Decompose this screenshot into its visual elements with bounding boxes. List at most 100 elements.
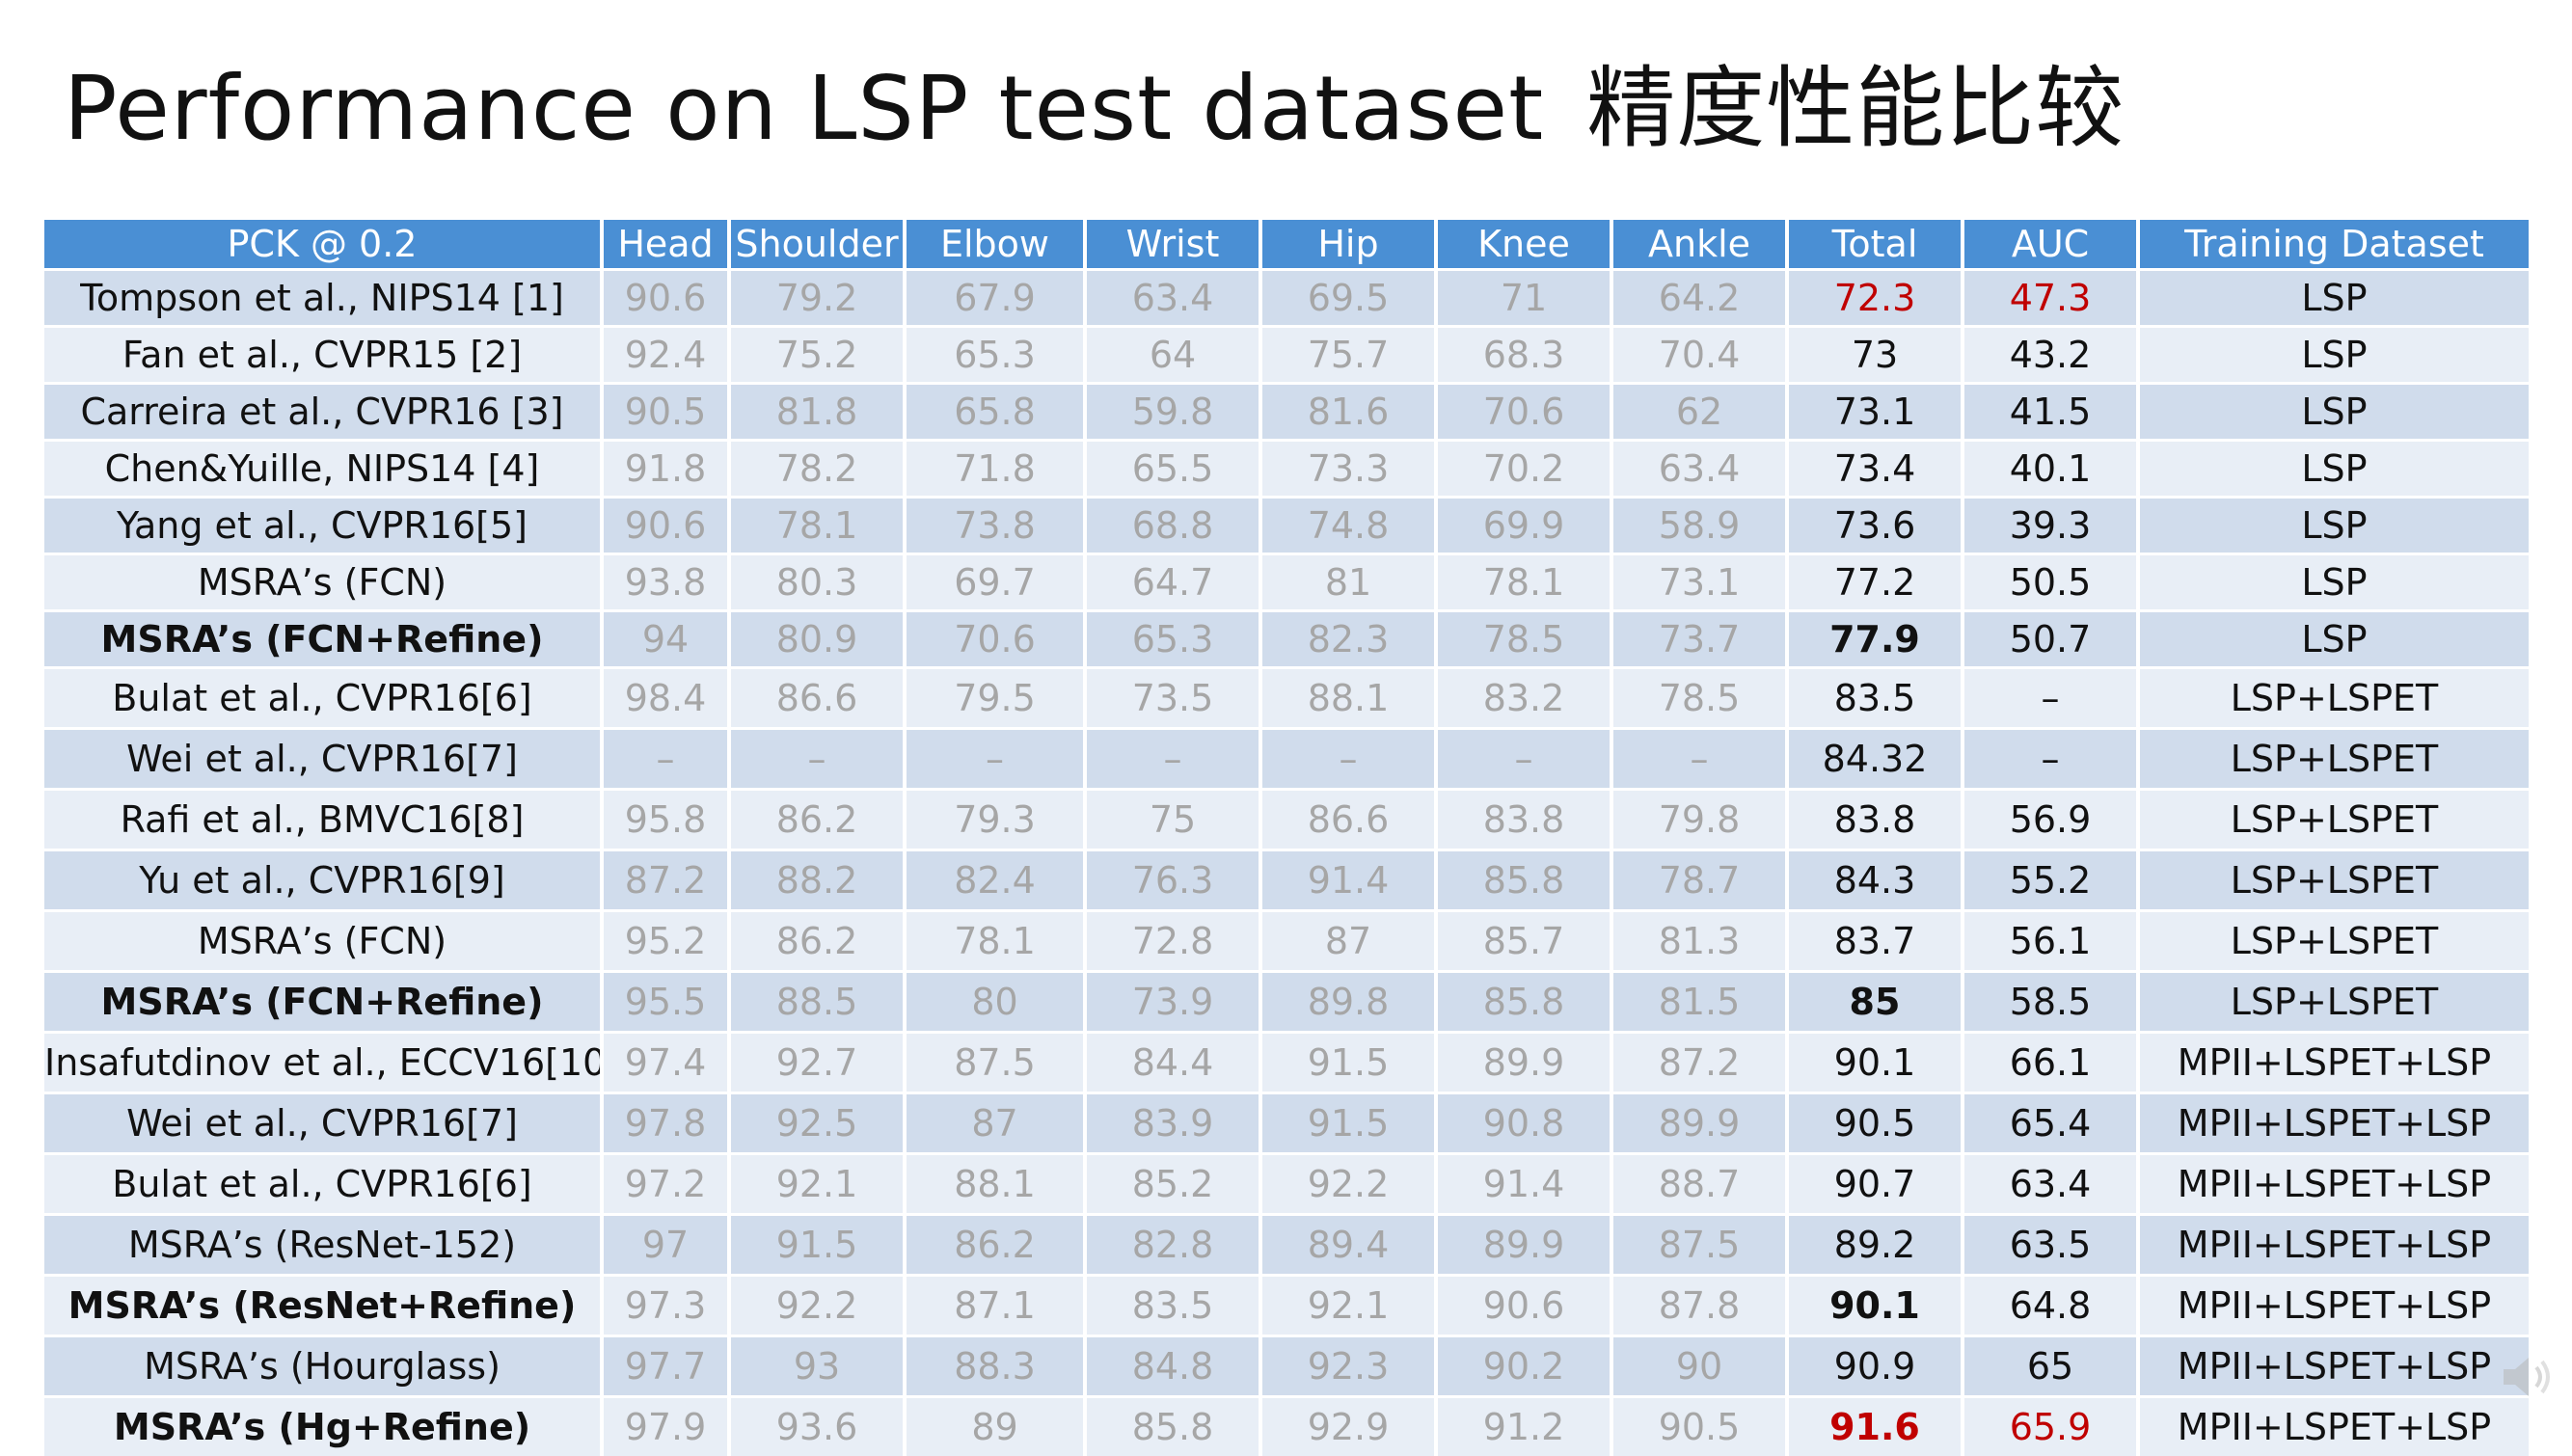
cell-wrist: 59.8: [1085, 384, 1260, 441]
table-header-row: PCK @ 0.2 Head Shoulder Elbow Wrist Hip …: [44, 220, 2529, 270]
cell-dataset: MPII+LSPET+LSP: [2138, 1154, 2529, 1215]
cell-total: 73: [1787, 327, 1963, 384]
cell-method: Rafi et al., BMVC16[8]: [44, 790, 602, 850]
cell-method: Carreira et al., CVPR16 [3]: [44, 384, 602, 441]
cell-total: 83.7: [1787, 911, 1963, 972]
table-row: Wei et al., CVPR16[7]–––––––84.32–LSP+LS…: [44, 729, 2529, 790]
speaker-icon[interactable]: [2498, 1348, 2556, 1406]
cell-ankle: 90: [1611, 1336, 1787, 1397]
header-head: Head: [602, 220, 729, 270]
cell-total: 73.1: [1787, 384, 1963, 441]
header-auc: AUC: [1963, 220, 2138, 270]
cell-auc: 39.3: [1963, 498, 2138, 554]
cell-ankle: –: [1611, 729, 1787, 790]
cell-ankle: 63.4: [1611, 441, 1787, 498]
cell-total: 72.3: [1787, 270, 1963, 327]
cell-total: 77.2: [1787, 554, 1963, 611]
cell-ankle: 78.5: [1611, 668, 1787, 729]
cell-hip: 69.5: [1260, 270, 1436, 327]
cell-hip: 81.6: [1260, 384, 1436, 441]
cell-method: Insafutdinov et al., ECCV16[10]: [44, 1033, 602, 1093]
cell-method: MSRA’s (FCN+Refine): [44, 611, 602, 668]
cell-shoulder: 80.3: [729, 554, 905, 611]
cell-head: 92.4: [602, 327, 729, 384]
cell-dataset: MPII+LSPET+LSP: [2138, 1215, 2529, 1276]
cell-auc: 43.2: [1963, 327, 2138, 384]
cell-elbow: 69.7: [905, 554, 1085, 611]
cell-head: 98.4: [602, 668, 729, 729]
cell-elbow: 78.1: [905, 911, 1085, 972]
results-table: PCK @ 0.2 Head Shoulder Elbow Wrist Hip …: [44, 220, 2529, 1456]
cell-ankle: 79.8: [1611, 790, 1787, 850]
cell-knee: 83.8: [1436, 790, 1611, 850]
cell-auc: 65.9: [1963, 1397, 2138, 1456]
cell-wrist: 63.4: [1085, 270, 1260, 327]
cell-head: 90.6: [602, 498, 729, 554]
cell-wrist: 73.9: [1085, 972, 1260, 1033]
cell-shoulder: 93: [729, 1336, 905, 1397]
cell-elbow: 70.6: [905, 611, 1085, 668]
cell-method: Yang et al., CVPR16[5]: [44, 498, 602, 554]
cell-elbow: 65.8: [905, 384, 1085, 441]
cell-total: 85: [1787, 972, 1963, 1033]
cell-head: 90.6: [602, 270, 729, 327]
cell-shoulder: 91.5: [729, 1215, 905, 1276]
cell-ankle: 87.2: [1611, 1033, 1787, 1093]
cell-dataset: MPII+LSPET+LSP: [2138, 1093, 2529, 1154]
cell-auc: 56.1: [1963, 911, 2138, 972]
cell-shoulder: 81.8: [729, 384, 905, 441]
cell-elbow: 86.2: [905, 1215, 1085, 1276]
cell-wrist: 65.5: [1085, 441, 1260, 498]
cell-method: MSRA’s (ResNet+Refine): [44, 1276, 602, 1336]
cell-hip: 82.3: [1260, 611, 1436, 668]
cell-knee: 90.6: [1436, 1276, 1611, 1336]
cell-shoulder: 92.2: [729, 1276, 905, 1336]
cell-total: 90.5: [1787, 1093, 1963, 1154]
cell-wrist: 76.3: [1085, 850, 1260, 911]
cell-elbow: –: [905, 729, 1085, 790]
cell-total: 91.6: [1787, 1397, 1963, 1456]
cell-auc: 63.4: [1963, 1154, 2138, 1215]
cell-dataset: LSP+LSPET: [2138, 911, 2529, 972]
cell-knee: 91.2: [1436, 1397, 1611, 1456]
cell-method: Wei et al., CVPR16[7]: [44, 729, 602, 790]
cell-method: Bulat et al., CVPR16[6]: [44, 668, 602, 729]
cell-ankle: 89.9: [1611, 1093, 1787, 1154]
cell-wrist: 64: [1085, 327, 1260, 384]
cell-ankle: 78.7: [1611, 850, 1787, 911]
cell-head: 97.7: [602, 1336, 729, 1397]
cell-hip: 74.8: [1260, 498, 1436, 554]
cell-hip: 92.1: [1260, 1276, 1436, 1336]
cell-auc: 63.5: [1963, 1215, 2138, 1276]
cell-dataset: LSP: [2138, 327, 2529, 384]
cell-wrist: 83.9: [1085, 1093, 1260, 1154]
cell-dataset: LSP: [2138, 441, 2529, 498]
cell-shoulder: 75.2: [729, 327, 905, 384]
cell-wrist: 64.7: [1085, 554, 1260, 611]
cell-wrist: 82.8: [1085, 1215, 1260, 1276]
cell-method: Bulat et al., CVPR16[6]: [44, 1154, 602, 1215]
cell-shoulder: 80.9: [729, 611, 905, 668]
cell-wrist: 85.8: [1085, 1397, 1260, 1456]
cell-head: 95.2: [602, 911, 729, 972]
cell-elbow: 73.8: [905, 498, 1085, 554]
cell-elbow: 65.3: [905, 327, 1085, 384]
cell-hip: 92.2: [1260, 1154, 1436, 1215]
cell-wrist: 84.8: [1085, 1336, 1260, 1397]
cell-shoulder: 86.6: [729, 668, 905, 729]
cell-hip: 91.5: [1260, 1093, 1436, 1154]
cell-elbow: 80: [905, 972, 1085, 1033]
cell-ankle: 62: [1611, 384, 1787, 441]
cell-head: 95.5: [602, 972, 729, 1033]
cell-hip: 92.3: [1260, 1336, 1436, 1397]
cell-elbow: 79.5: [905, 668, 1085, 729]
cell-method: MSRA’s (Hourglass): [44, 1336, 602, 1397]
cell-dataset: LSP: [2138, 498, 2529, 554]
